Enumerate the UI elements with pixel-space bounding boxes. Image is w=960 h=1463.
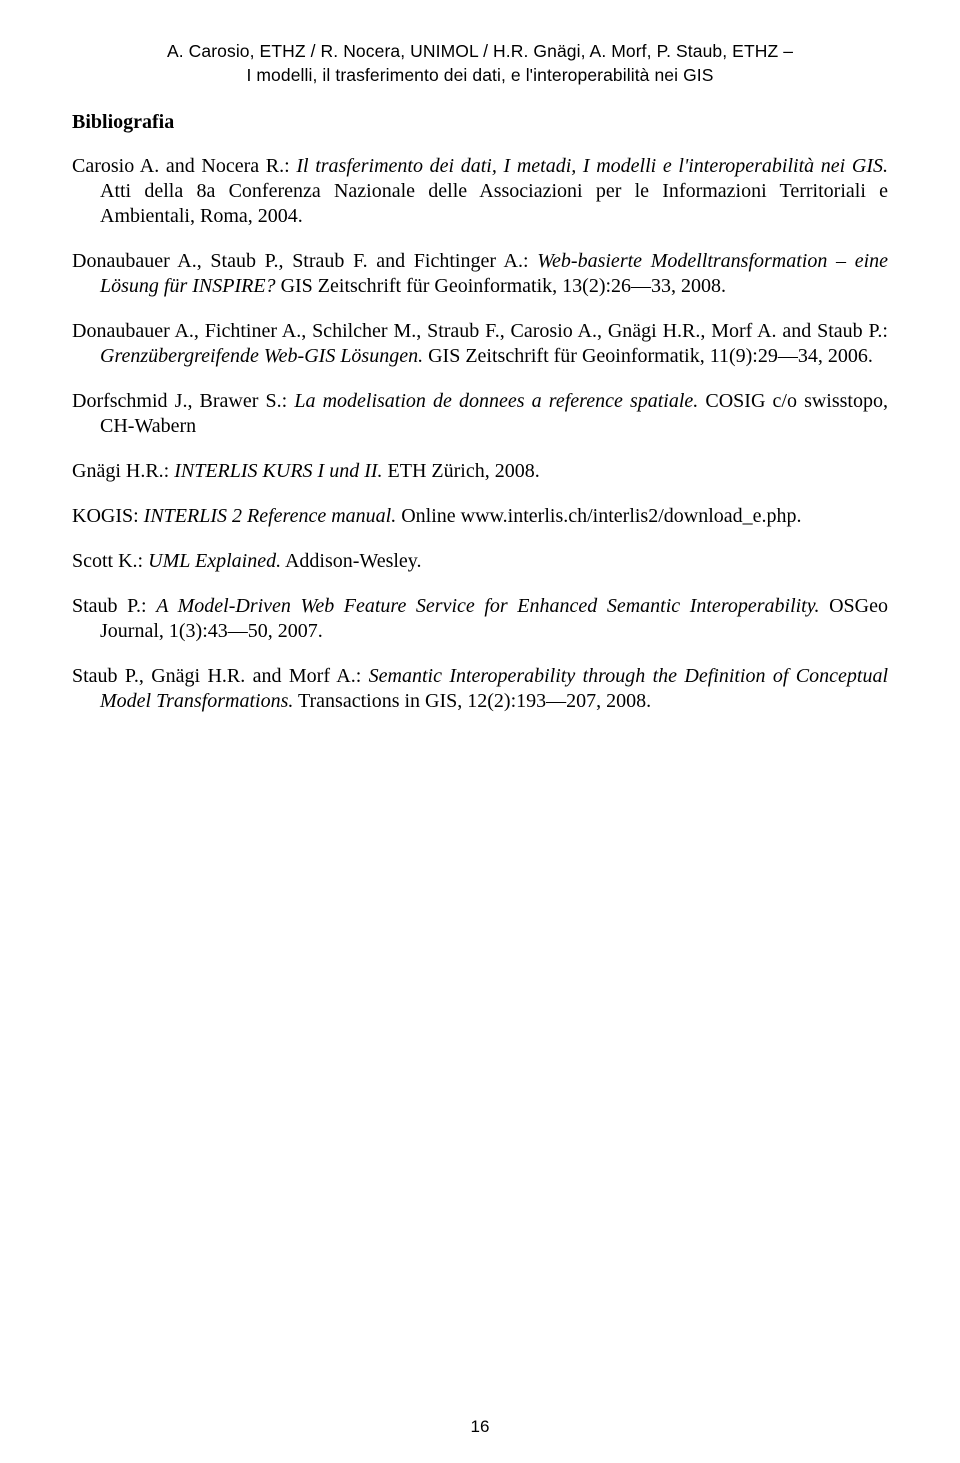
entry-authors: Scott K.: xyxy=(72,550,148,572)
entry-title: A Model-Driven Web Feature Service for E… xyxy=(156,595,819,617)
entry-authors: Staub P.: xyxy=(72,595,156,617)
entry-authors: Carosio A. and Nocera R.: xyxy=(72,155,296,177)
bibliography-entry: Staub P.: A Model-Driven Web Feature Ser… xyxy=(72,594,888,644)
header-line-1: A. Carosio, ETHZ / R. Nocera, UNIMOL / H… xyxy=(167,41,793,61)
entry-publication: Online www.interlis.ch/interlis2/downloa… xyxy=(396,505,801,527)
entry-publication: ETH Zürich, 2008. xyxy=(383,460,540,482)
running-header: A. Carosio, ETHZ / R. Nocera, UNIMOL / H… xyxy=(72,40,888,87)
entry-authors: Donaubauer A., Fichtiner A., Schilcher M… xyxy=(72,320,888,342)
entry-title: Grenzübergreifende Web-GIS Lösungen. xyxy=(100,345,423,367)
entry-publication: Addison-Wesley. xyxy=(281,550,421,572)
bibliography-list: Carosio A. and Nocera R.: Il trasferimen… xyxy=(72,154,888,714)
page: A. Carosio, ETHZ / R. Nocera, UNIMOL / H… xyxy=(0,0,960,1463)
bibliography-entry: Gnägi H.R.: INTERLIS KURS I und II. ETH … xyxy=(72,459,888,484)
entry-title: Il trasferimento dei dati, I metadi, I m… xyxy=(296,155,888,177)
page-number: 16 xyxy=(0,1417,960,1437)
entry-title: UML Explained. xyxy=(148,550,281,572)
entry-authors: Dorfschmid J., Brawer S.: xyxy=(72,390,294,412)
bibliography-entry: Staub P., Gnägi H.R. and Morf A.: Semant… xyxy=(72,664,888,714)
entry-publication: GIS Zeitschrift für Geoinformatik, 13(2)… xyxy=(276,275,726,297)
bibliography-entry: Donaubauer A., Fichtiner A., Schilcher M… xyxy=(72,319,888,369)
entry-publication: GIS Zeitschrift für Geoinformatik, 11(9)… xyxy=(423,345,873,367)
bibliography-entry: Dorfschmid J., Brawer S.: La modelisatio… xyxy=(72,389,888,439)
bibliography-entry: KOGIS: INTERLIS 2 Reference manual. Onli… xyxy=(72,504,888,529)
entry-authors: Donaubauer A., Staub P., Straub F. and F… xyxy=(72,250,537,272)
bibliography-entry: Scott K.: UML Explained. Addison-Wesley. xyxy=(72,549,888,574)
entry-title: INTERLIS KURS I und II. xyxy=(174,460,382,482)
bibliography-entry: Donaubauer A., Staub P., Straub F. and F… xyxy=(72,249,888,299)
entry-publication: Transactions in GIS, 12(2):193—207, 2008… xyxy=(293,690,651,712)
header-line-2: I modelli, il trasferimento dei dati, e … xyxy=(246,65,713,85)
entry-title: INTERLIS 2 Reference manual. xyxy=(144,505,397,527)
entry-authors: Gnägi H.R.: xyxy=(72,460,174,482)
section-heading: Bibliografia xyxy=(72,111,888,134)
bibliography-entry: Carosio A. and Nocera R.: Il trasferimen… xyxy=(72,154,888,229)
entry-title: La modelisation de donnees a reference s… xyxy=(294,390,698,412)
entry-authors: Staub P., Gnägi H.R. and Morf A.: xyxy=(72,665,369,687)
entry-publication: Atti della 8a Conferenza Nazionale delle… xyxy=(100,180,888,227)
entry-authors: KOGIS: xyxy=(72,505,144,527)
